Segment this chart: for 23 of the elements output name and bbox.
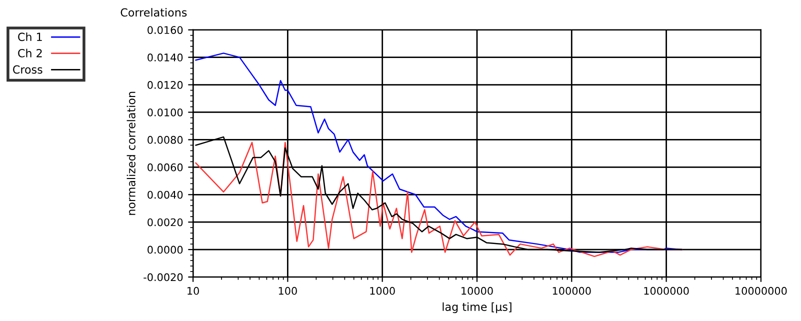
y-tick-label: -0.0020 xyxy=(144,273,183,282)
x-tick-label: 100 xyxy=(278,286,297,295)
y-tick-label: 0.0160 xyxy=(148,26,183,34)
y-tick-label: 0.0060 xyxy=(148,163,183,172)
y-tick-label: 0.0140 xyxy=(148,54,183,62)
x-tick-label: 10000 xyxy=(462,286,493,295)
chart-title: Correlations xyxy=(120,8,187,17)
y-tick-label: 0.0120 xyxy=(148,81,183,89)
legend-label: Cross xyxy=(13,65,42,74)
y-tick-label: 0.0080 xyxy=(148,136,183,144)
legend-label: Ch 2 xyxy=(18,48,42,58)
y-tick-label: 0.0100 xyxy=(148,108,183,116)
x-tick-label: 10 xyxy=(188,286,199,295)
x-tick-label: 1000 xyxy=(370,286,395,295)
x-tick-label: 100000 xyxy=(552,286,591,295)
y-axis-title: normalized correlation xyxy=(126,92,136,215)
x-tick-label: 1000000 xyxy=(644,286,689,295)
y-tick-label: 0.0000 xyxy=(148,246,183,254)
x-axis-title: lag time [µs] xyxy=(442,302,512,314)
x-tick-label: 10000000 xyxy=(736,286,787,295)
legend-label: Ch 1 xyxy=(18,32,42,42)
y-tick-label: 0.0040 xyxy=(148,190,183,199)
y-tick-label: 0.0020 xyxy=(148,218,183,226)
